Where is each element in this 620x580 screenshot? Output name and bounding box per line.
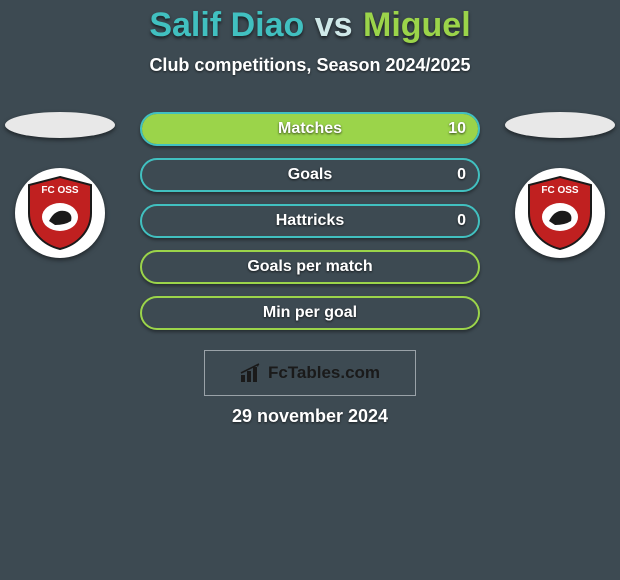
stat-label: Matches: [142, 114, 478, 144]
container: Salif Diao vs Miguel Club competitions, …: [0, 0, 620, 580]
player1-club-crest: FC OSS: [15, 168, 105, 258]
page-title: Salif Diao vs Miguel: [0, 0, 620, 45]
right-side: FC OSS: [500, 112, 620, 258]
stat-row: Goals per match: [140, 250, 480, 284]
player2-club-crest: FC OSS: [515, 168, 605, 258]
stat-row: Matches10: [140, 112, 480, 146]
vs-text: vs: [315, 6, 353, 44]
player1-name: Salif Diao: [149, 6, 304, 44]
stat-value-right: 10: [448, 114, 466, 144]
player2-name: Miguel: [363, 6, 471, 44]
brand-box[interactable]: FcTables.com: [204, 350, 416, 396]
brand-text: FcTables.com: [268, 363, 380, 383]
svg-text:FC OSS: FC OSS: [541, 185, 579, 196]
stat-label: Goals per match: [142, 252, 478, 282]
stat-label: Hattricks: [142, 206, 478, 236]
stat-label: Min per goal: [142, 298, 478, 328]
stat-value-right: 0: [457, 206, 466, 236]
date-text: 29 november 2024: [0, 406, 620, 427]
player1-photo-placeholder: [5, 112, 115, 138]
left-side: FC OSS: [0, 112, 120, 258]
subtitle: Club competitions, Season 2024/2025: [0, 55, 620, 76]
svg-text:FC OSS: FC OSS: [41, 185, 79, 196]
stat-label: Goals: [142, 160, 478, 190]
stat-row: Goals0: [140, 158, 480, 192]
stats-panel: Matches10Goals0Hattricks0Goals per match…: [140, 112, 480, 342]
player2-photo-placeholder: [505, 112, 615, 138]
shield-icon: FC OSS: [25, 175, 95, 251]
stat-value-right: 0: [457, 160, 466, 190]
stat-row: Hattricks0: [140, 204, 480, 238]
shield-icon: FC OSS: [525, 175, 595, 251]
stat-row: Min per goal: [140, 296, 480, 330]
bars-icon: [240, 363, 262, 383]
